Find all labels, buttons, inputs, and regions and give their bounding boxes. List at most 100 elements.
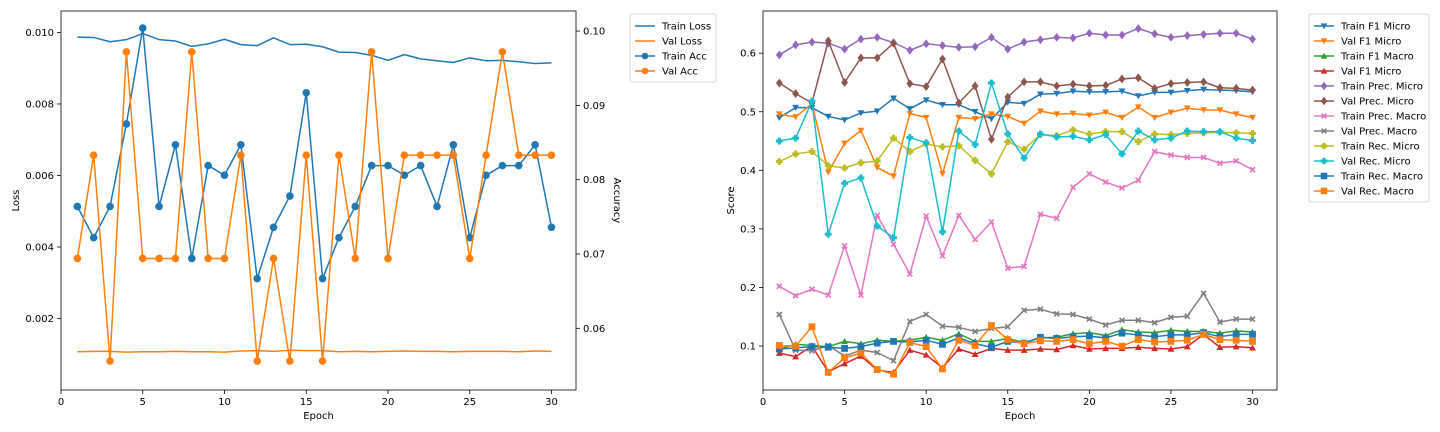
data-point (939, 323, 946, 330)
data-point (775, 158, 783, 165)
data-point (514, 151, 523, 159)
data-point (138, 24, 147, 32)
data-point (1102, 89, 1110, 96)
y-tick-label: 0.6 (740, 49, 756, 60)
data-point (988, 170, 995, 178)
data-point (122, 48, 131, 56)
data-point (1134, 331, 1142, 339)
data-point (1200, 86, 1207, 93)
data-point (841, 117, 848, 124)
data-point (890, 38, 897, 48)
data-point (1085, 332, 1093, 340)
data-point (988, 134, 995, 144)
data-point (1167, 109, 1175, 116)
data-point (1249, 137, 1256, 144)
data-point (1053, 111, 1061, 118)
data-point (1004, 130, 1012, 138)
data-point (1167, 326, 1175, 333)
data-point (841, 242, 848, 249)
data-point (1183, 343, 1191, 350)
data-point (498, 161, 507, 170)
data-point (906, 339, 914, 346)
series-train-loss (77, 32, 552, 65)
data-point (1036, 35, 1044, 45)
data-point (890, 173, 897, 180)
data-point (1004, 44, 1012, 54)
data-point (988, 111, 995, 118)
data-point (971, 81, 979, 91)
data-point (1200, 330, 1207, 338)
data-point (972, 236, 979, 243)
plot-frame (762, 10, 1278, 391)
data-point (1086, 316, 1093, 323)
data-point (776, 283, 783, 290)
data-point (1102, 334, 1110, 342)
data-point (1183, 87, 1191, 95)
data-point (1184, 313, 1191, 320)
series-line (778, 88, 1253, 121)
data-point (1249, 85, 1256, 95)
data-point (302, 151, 311, 159)
data-point (1183, 331, 1191, 339)
data-point (792, 342, 800, 350)
series-val-prec-macro (776, 290, 1256, 364)
data-point (792, 353, 800, 360)
data-point (857, 127, 865, 134)
data-point (775, 342, 783, 349)
data-point (1249, 344, 1256, 351)
x-tick-label: 0 (760, 397, 766, 408)
legend-label: Val Prec. Micro (1341, 97, 1414, 108)
data-point (955, 336, 963, 344)
data-point (1053, 337, 1061, 345)
data-point (775, 137, 783, 145)
data-point (1020, 77, 1028, 87)
data-point (922, 39, 930, 49)
data-point (873, 53, 881, 63)
data-point (1151, 29, 1159, 39)
legend-marker (1320, 187, 1328, 195)
y2-tick-label: 0.06 (583, 324, 605, 335)
data-point (775, 349, 783, 356)
data-point (1232, 129, 1240, 137)
x-tick-label: 20 (1083, 397, 1096, 408)
data-point (922, 114, 930, 122)
legend-item: Train Loss (635, 22, 711, 33)
legend-marker (1321, 128, 1327, 134)
data-point (873, 222, 881, 230)
y-tick-label: 0.008 (25, 99, 54, 110)
y2-tick-label: 0.08 (583, 175, 605, 186)
data-point (1118, 30, 1126, 40)
data-point (922, 82, 930, 91)
data-point (857, 53, 865, 63)
data-point (906, 270, 913, 278)
legend-item: Train Acc (635, 52, 707, 63)
data-point (433, 202, 441, 211)
data-point (906, 148, 914, 155)
data-point (923, 212, 930, 220)
data-point (955, 345, 963, 352)
data-point (1134, 24, 1142, 33)
data-point (1216, 343, 1224, 350)
data-point (825, 292, 832, 299)
data-point (367, 161, 376, 170)
data-point (1233, 316, 1240, 323)
data-point (1069, 336, 1077, 344)
legend-item: Val Rec. Micro (1314, 157, 1411, 168)
data-point (1102, 80, 1110, 90)
y-axis-label: Score (726, 186, 737, 214)
data-point (955, 212, 962, 219)
y-tick-label: 0.006 (25, 171, 54, 182)
data-point (1020, 37, 1028, 47)
y2-tick-label: 0.07 (583, 250, 605, 261)
data-point (988, 79, 995, 87)
data-point (351, 202, 360, 211)
data-point (857, 343, 865, 351)
data-point (465, 254, 474, 263)
data-point (547, 151, 556, 159)
data-point (449, 140, 458, 149)
data-point (922, 139, 930, 147)
data-point (1200, 107, 1207, 114)
data-point (286, 192, 294, 200)
legend-label: Train Rec. Micro (1340, 142, 1420, 153)
